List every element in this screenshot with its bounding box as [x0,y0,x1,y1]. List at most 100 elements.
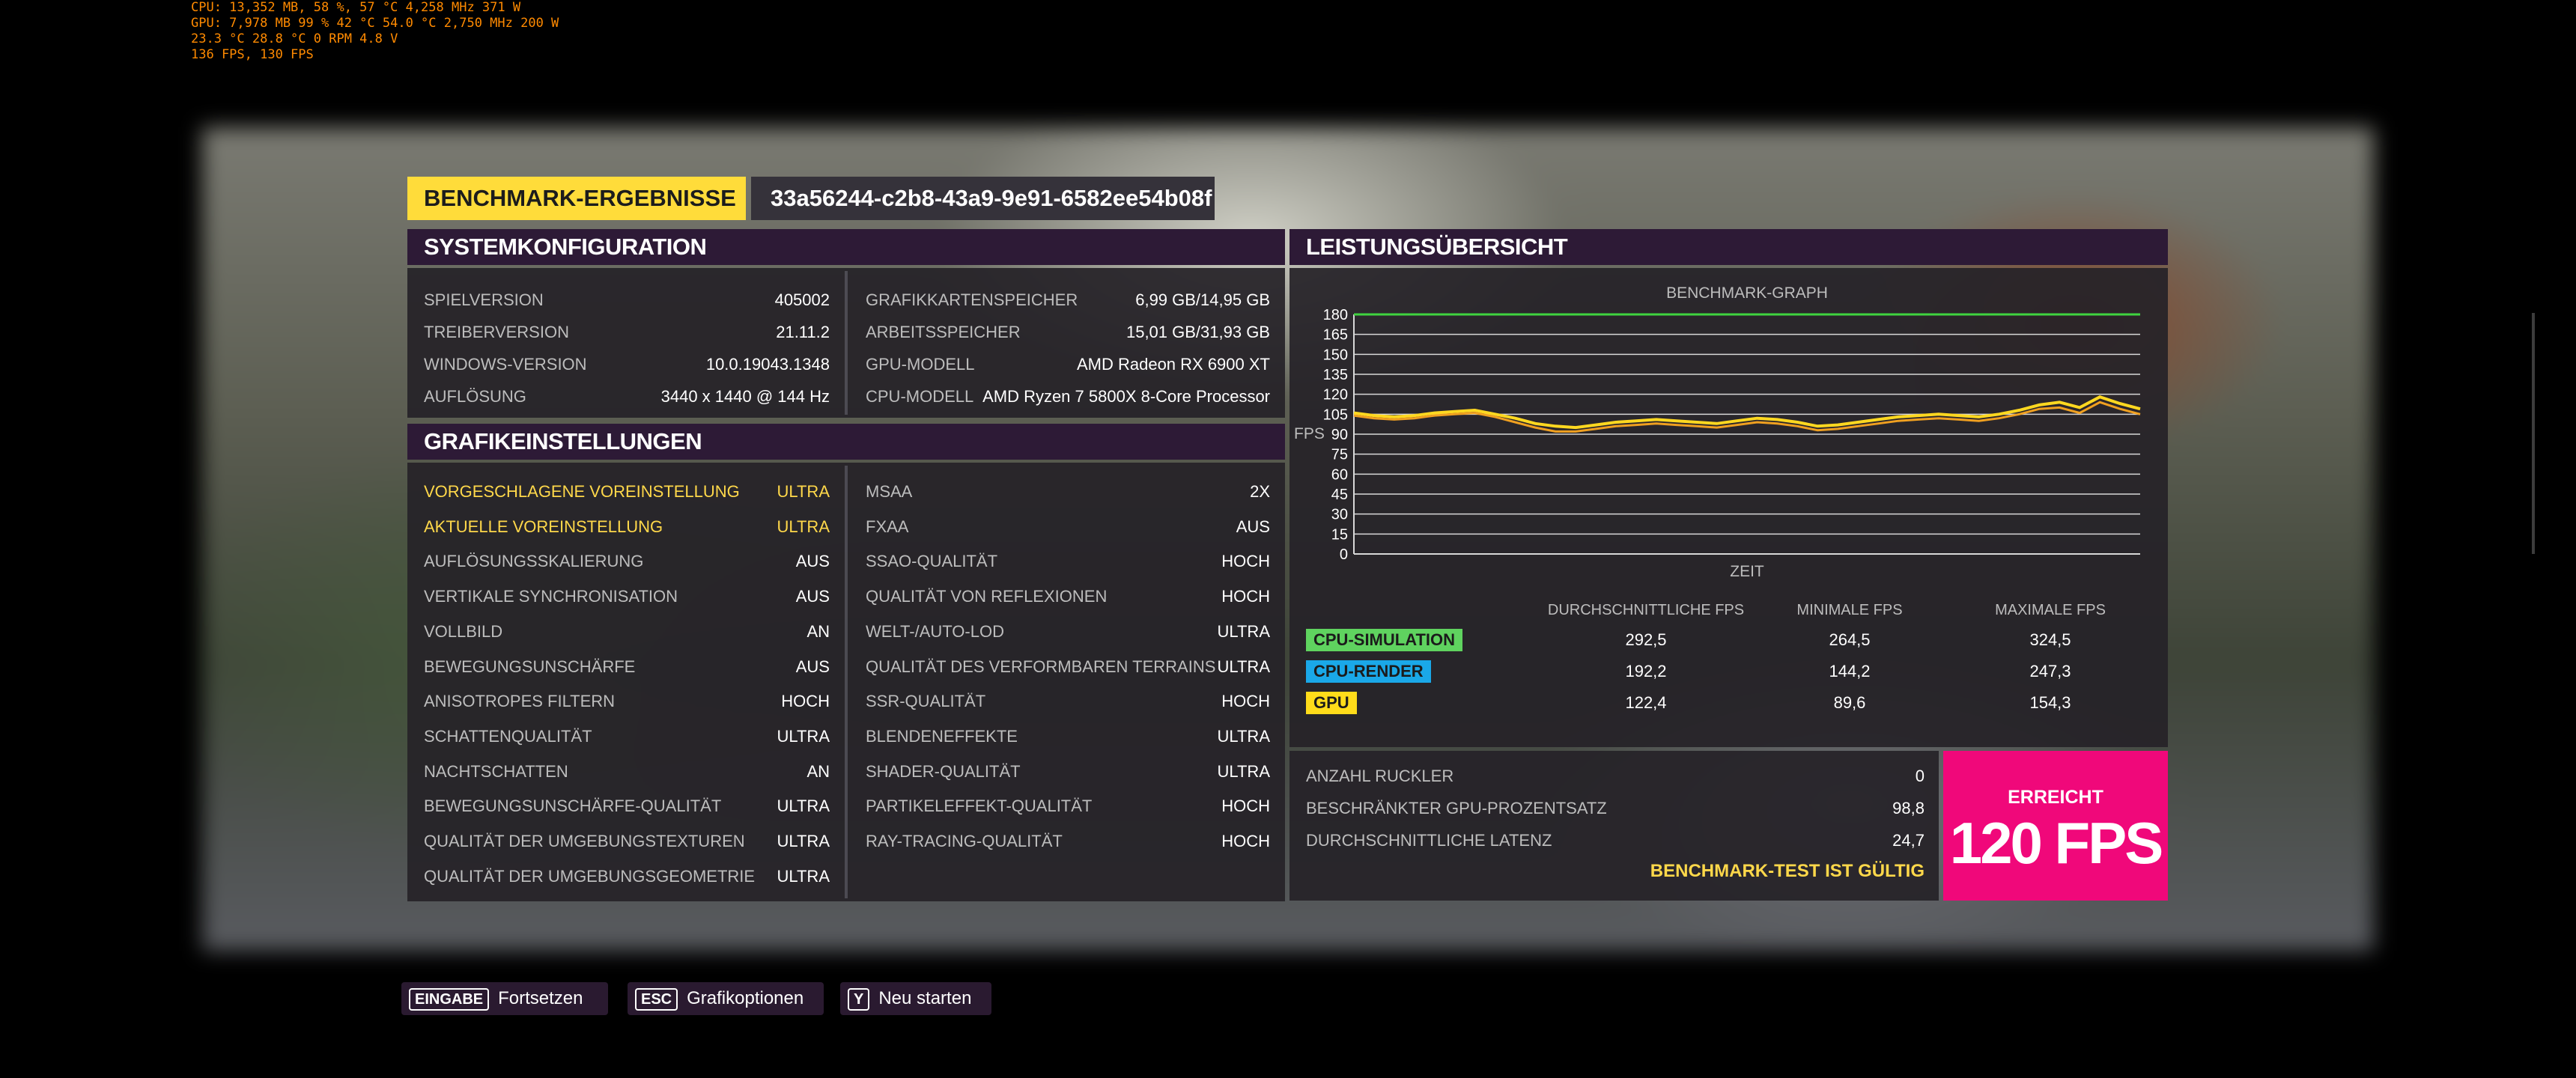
setting-value: ULTRA [1217,657,1271,676]
y-tick-label: 180 [1323,307,1348,323]
setting-value: 10.0.19043.1348 [705,355,830,374]
setting-label: RAY-TRACING-QUALITÄT [866,832,1063,850]
benchmark-results-title: BENCHMARK-ERGEBNISSE [407,177,746,220]
setting-row: VERTIKALE SYNCHRONISATION AUS [424,581,830,612]
setting-label: AUFLÖSUNGSSKALIERUNG [424,552,644,571]
perf-row-label: CPU-SIMULATION [1306,629,1463,651]
setting-label: GPU-MODELL [866,355,975,374]
scrollbar[interactable] [2532,313,2535,554]
y-tick-label: 135 [1323,367,1348,383]
overlay-fps-line: 136 FPS, 130 FPS [191,47,314,62]
perf-max-value: 154,3 [2029,693,2071,712]
setting-row: GRAFIKKARTENSPEICHER 6,99 GB/14,95 GB [866,284,1270,316]
setting-value: HOCH [1221,692,1270,711]
benchmark-graph: BENCHMARK-GRAPH 0 15 30 45 60 75 90 105 120 135 150… [1294,284,2141,580]
setting-row: QUALITÄT DER UMGEBUNGSGEOMETRIE ULTRA [424,861,830,892]
achieved-fps-box: ERREICHT 120 FPS [1943,751,2168,901]
setting-label: QUALITÄT DER UMGEBUNGSGEOMETRIE [424,866,756,886]
perf-max-value: 324,5 [2029,630,2071,649]
setting-label: PARTIKELEFFEKT-QUALITÄT [866,797,1093,816]
setting-label: FXAA [866,517,909,536]
setting-label: BLENDENEFFEKTE [866,726,1018,746]
overlay-sensor-line: 23.3 °C 28.8 °C 0 RPM 4.8 V [191,31,398,46]
setting-value: ULTRA [777,726,830,746]
setting-row: NACHTSCHATTEN AN [424,756,830,788]
series-line [1353,395,2141,430]
setting-row: RAY-TRACING-QUALITÄT HOCH [866,826,1270,857]
setting-row: CPU-MODELL AMD Ryzen 7 5800X 8-Core Proce… [866,381,1270,412]
y-tick-label: 30 [1331,507,1348,523]
setting-value: AN [806,621,830,641]
restart-button[interactable]: Y Neu starten [840,982,991,1015]
setting-row: GPU-MODELL AMD Radeon RX 6900 XT [866,349,1270,380]
metric-value: 0 [1915,767,1925,785]
setting-value: AMD Ryzen 7 5800X 8-Core Processor [982,387,1270,406]
setting-label: SSR-QUALITÄT [866,692,986,711]
setting-value: ULTRA [777,866,830,886]
setting-label: SCHATTENQUALITÄT [424,726,592,746]
perf-min-value: 144,2 [1829,662,1871,680]
setting-label: BEWEGUNGSUNSCHÄRFE [424,657,636,676]
setting-row: ARBEITSSPEICHER 15,01 GB/31,93 GB [866,317,1270,348]
perf-row-label: GPU [1306,692,1357,714]
performance-overview-header: LEISTUNGSÜBERSICHT [1289,229,2168,265]
setting-row: QUALITÄT DER UMGEBUNGSTEXTUREN ULTRA [424,826,830,857]
y-key-icon: Y [848,987,870,1011]
metric-label: BESCHRÄNKTER GPU-PROZENTSATZ [1306,799,1607,817]
setting-label: WELT-/AUTO-LOD [866,621,1004,641]
setting-label: CPU-MODELL [866,387,974,406]
setting-label: WINDOWS-VERSION [424,355,587,374]
setting-label: MSAA [866,482,913,501]
metric-value: 98,8 [1892,799,1925,817]
setting-label: QUALITÄT DER UMGEBUNGSTEXTUREN [424,832,745,850]
setting-value: 2X [1250,482,1270,501]
overlay-gpu-line: GPU: 7,978 MB 99 % 42 °C 54.0 °C 2,750 M… [191,16,559,31]
continue-button[interactable]: EINGABE Fortsetzen [401,982,608,1015]
setting-value: ULTRA [1217,726,1271,746]
metric-row: DURCHSCHNITTLICHE LATENZ 24,7 [1306,825,1925,856]
setting-value: ULTRA [777,832,830,850]
y-tick-label: 45 [1331,487,1348,503]
achieved-label: ERREICHT [2008,787,2103,808]
y-tick-label: 150 [1323,347,1348,363]
setting-row: VOLLBILD AN [424,616,830,648]
setting-label: AUFLÖSUNG [424,387,526,406]
setting-label: VERTIKALE SYNCHRONISATION [424,587,678,606]
perf-avg-value: 122,4 [1625,693,1667,712]
setting-row: SPIELVERSION 405002 [424,284,830,316]
perf-min-value: 89,6 [1833,693,1866,712]
graphics-settings-header: GRAFIKEINSTELLUNGEN [407,424,1285,460]
setting-label: ANISOTROPES FILTERN [424,692,616,711]
setting-value: HOCH [1221,552,1270,571]
benchmark-run-id: 33a56244-c2b8-43a9-9e91-6582ee54b08f [751,177,1215,220]
perf-avg-value: 192,2 [1625,662,1667,680]
setting-label: SSAO-QUALITÄT [866,552,998,571]
y-tick-label: 165 [1323,327,1348,344]
setting-value: 6,99 GB/14,95 GB [1135,290,1270,309]
continue-label: Fortsetzen [498,988,583,1008]
setting-label: QUALITÄT DES VERFORMBAREN TERRAINS [866,657,1216,676]
benchmark-valid-label: BENCHMARK-TEST IST GÜLTIG [1650,861,1925,881]
setting-label: BEWEGUNGSUNSCHÄRFE-QUALITÄT [424,797,722,816]
setting-label: VOLLBILD [424,621,503,641]
y-tick-label: 105 [1323,406,1348,423]
setting-value: 405002 [774,290,830,309]
setting-row: SSAO-QUALITÄT HOCH [866,546,1270,577]
setting-label: TREIBERVERSION [424,323,569,341]
setting-row: BEWEGUNGSUNSCHÄRFE AUS [424,651,830,683]
col-header-max: MAXIMALE FPS [1995,602,2106,618]
y-tick-label: 15 [1331,526,1348,543]
graphics-options-button[interactable]: ESC Grafikoptionen [628,982,824,1015]
metric-label: ANZAHL RUCKLER [1306,767,1454,785]
metric-label: DURCHSCHNITTLICHE LATENZ [1306,831,1552,850]
perf-min-value: 264,5 [1829,630,1871,649]
setting-row: FXAA AUS [866,511,1270,543]
setting-value: HOCH [1221,587,1270,606]
setting-row: BEWEGUNGSUNSCHÄRFE-QUALITÄT ULTRA [424,791,830,822]
col-header-avg: DURCHSCHNITTLICHE FPS [1547,602,1745,618]
perf-avg-value: 292,5 [1625,630,1667,649]
graphics-options-label: Grafikoptionen [687,988,804,1008]
setting-row: MSAA 2X [866,476,1270,508]
setting-value: HOCH [781,692,830,711]
perf-max-value: 247,3 [2029,662,2071,680]
